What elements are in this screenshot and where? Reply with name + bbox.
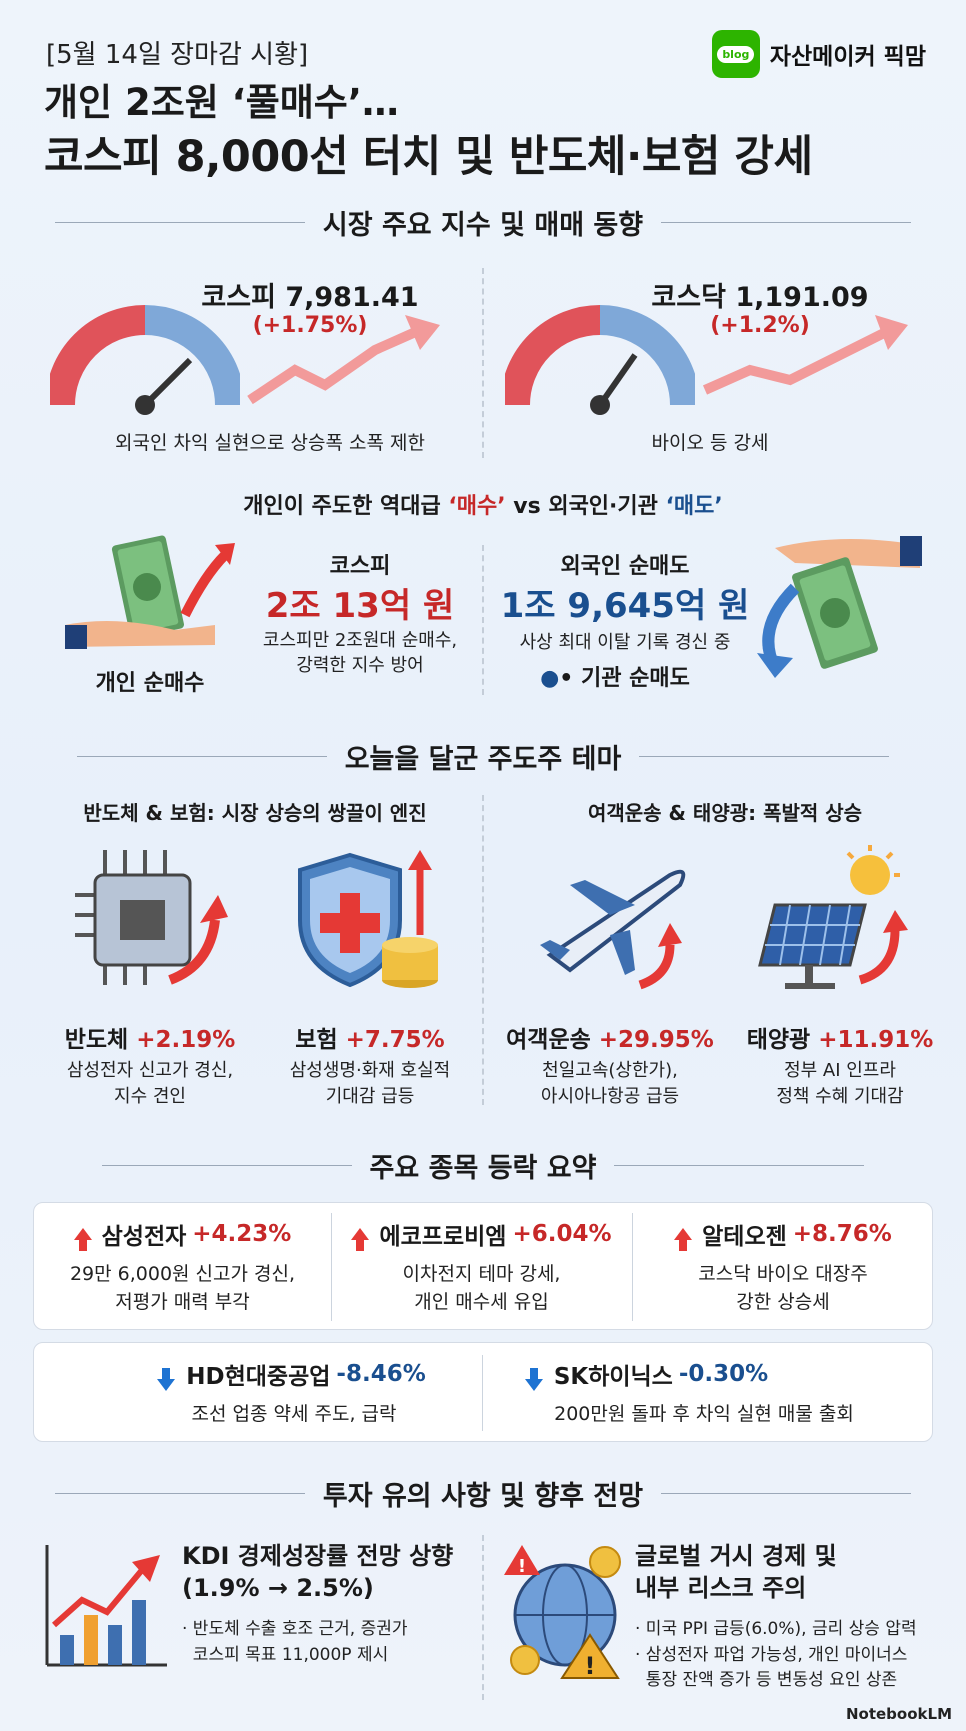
blog-logo-icon: blog	[711, 30, 760, 78]
theme-solar: 태양광 +11.91%	[746, 1027, 934, 1053]
institution-label: ●• 기관 순매도	[540, 666, 690, 691]
stock-desc: 이차전지 테마 강세, 개인 매수세 유입	[402, 1263, 561, 1313]
kospi-trend-icon	[247, 315, 440, 405]
foreign-flow-amount: 1조 9,645억 원	[500, 586, 750, 626]
divider	[482, 545, 484, 695]
outlook-right-desc: · 미국 PPI 급등(6.0%), 금리 상승 압력 · 삼성전자 파업 가능성…	[635, 1619, 917, 1690]
themes-right-sub: 여객운송 & 태양광: 폭발적 상승	[587, 801, 863, 825]
brand[interactable]: blog 자산메이커 픽맘	[711, 30, 926, 78]
brand-name: 자산메이커 픽맘	[769, 44, 926, 70]
themes-left-sub: 반도체 & 보험: 시장 상승의 쌍끌이 엔진	[83, 801, 427, 825]
date-tag: [5월 14일 장마감 시황]	[46, 40, 309, 70]
outlook-left-title: KDI 경제성장률 전망 상향 (1.9% → 2.5%)	[182, 1542, 454, 1603]
money-hand-down-icon	[757, 536, 922, 678]
svg-text:!: !	[585, 1652, 596, 1680]
notebooklm-logo: NotebookLM	[845, 1705, 952, 1723]
stock-desc: 조선 업종 약세 주도, 급락	[191, 1403, 397, 1425]
page-title-line2: 코스피 8,000선 터치 및 반도체·보험 강세	[44, 132, 813, 182]
foreign-flow-label: 외국인 순매도	[560, 554, 690, 579]
stock-item[interactable]: 알테오젠 +8.76%	[632, 1217, 934, 1251]
growth-chart-icon	[45, 1545, 167, 1667]
divider	[482, 268, 484, 458]
solar-panel-icon	[758, 845, 908, 989]
stock-desc: 200만원 돌파 후 차익 실현 매물 출회	[554, 1403, 854, 1425]
foreign-flow-desc: 사상 최대 이탈 기록 경신 중	[519, 632, 731, 653]
semiconductor-chip-icon	[75, 850, 228, 985]
stocks-up-card: 삼성전자 +4.23% 29만 6,000원 신고가 경신, 저평가 매력 부각 …	[33, 1202, 933, 1330]
page-title-line1: 개인 2조원 ‘풀매수’…	[44, 81, 399, 124]
insurance-shield-icon	[298, 850, 438, 988]
outlook-right-title: 글로벌 거시 경제 및 내부 리스크 주의	[635, 1542, 837, 1603]
theme-semiconductor: 반도체 +2.19%	[64, 1027, 236, 1053]
arrow-up-icon	[73, 1228, 92, 1251]
kosdaq-gauge-icon	[505, 305, 695, 415]
section-themes-head: 오늘을 달군 주도주 테마	[0, 737, 966, 776]
kospi-note: 외국인 차익 실현으로 상승폭 소폭 제한	[115, 432, 425, 454]
section-stocks-head: 주요 종목 등락 요약	[0, 1146, 966, 1185]
stock-item[interactable]: SK하이닉스 -0.30%	[484, 1357, 904, 1391]
divider	[482, 1535, 484, 1700]
theme-insurance: 보험 +7.75%	[295, 1027, 445, 1053]
kosdaq-trend-icon	[702, 315, 908, 395]
stock-item[interactable]: 삼성전자 +4.23%	[34, 1217, 331, 1251]
outlook-left-desc: · 반도체 수출 호조 근거, 증권가 코스피 목표 11,000P 제시	[182, 1619, 408, 1665]
kosdaq-change: (+1.2%)	[710, 313, 810, 338]
kospi-flow-desc: 코스피만 2조원대 순매수, 강력한 지수 방어	[262, 630, 458, 677]
theme-transport-desc: 천일고속(상한가), 아시아나항공 급등	[540, 1060, 680, 1108]
arrow-down-icon	[157, 1368, 176, 1391]
arrow-up-icon	[351, 1228, 370, 1251]
svg-text:!: !	[518, 1556, 526, 1577]
section-outlook-head: 투자 유의 사항 및 향후 전망	[0, 1474, 966, 1513]
individual-label: 개인 순매수	[95, 671, 205, 696]
section-indices-head: 시장 주요 지수 및 매매 동향	[0, 203, 966, 242]
theme-semiconductor-desc: 삼성전자 신고가 경신, 지수 견인	[66, 1060, 234, 1108]
stock-desc: 코스닥 바이오 대장주 강한 상승세	[698, 1263, 868, 1313]
global-risk-icon: ! !	[504, 1545, 621, 1680]
theme-transport: 여객운송 +29.95%	[506, 1027, 714, 1053]
kospi-gauge-icon	[50, 305, 240, 415]
stock-item[interactable]: 에코프로비엠 +6.04%	[331, 1217, 632, 1251]
arrow-down-icon	[524, 1368, 543, 1391]
kospi-title: 코스피 7,981.41	[201, 282, 419, 313]
theme-insurance-desc: 삼성생명·화재 호실적 기대감 급등	[289, 1060, 451, 1108]
kosdaq-note: 바이오 등 강세	[651, 432, 769, 454]
stocks-down-card: HD현대중공업 -8.46% 조선 업종 약세 주도, 급락 SK하이닉스 -0…	[33, 1342, 933, 1442]
money-hand-up-icon	[65, 535, 235, 649]
arrow-up-icon	[674, 1228, 693, 1251]
airplane-icon	[540, 869, 686, 990]
kospi-flow-amount: 2조 13억 원	[265, 586, 455, 626]
stock-desc: 29만 6,000원 신고가 경신, 저평가 매력 부각	[69, 1263, 296, 1313]
divider	[482, 795, 484, 1105]
stock-item[interactable]: HD현대중공업 -8.46%	[94, 1357, 494, 1391]
kospi-flow-label: 코스피	[329, 554, 391, 579]
kosdaq-title: 코스닥 1,191.09	[651, 282, 869, 313]
theme-solar-desc: 정부 AI 인프라 정책 수혜 기대감	[776, 1060, 904, 1108]
kospi-change: (+1.75%)	[252, 313, 368, 338]
flows-headline: 개인이 주도한 역대급 ‘매수’ vs 외국인·기관 ‘매도’	[243, 494, 723, 519]
